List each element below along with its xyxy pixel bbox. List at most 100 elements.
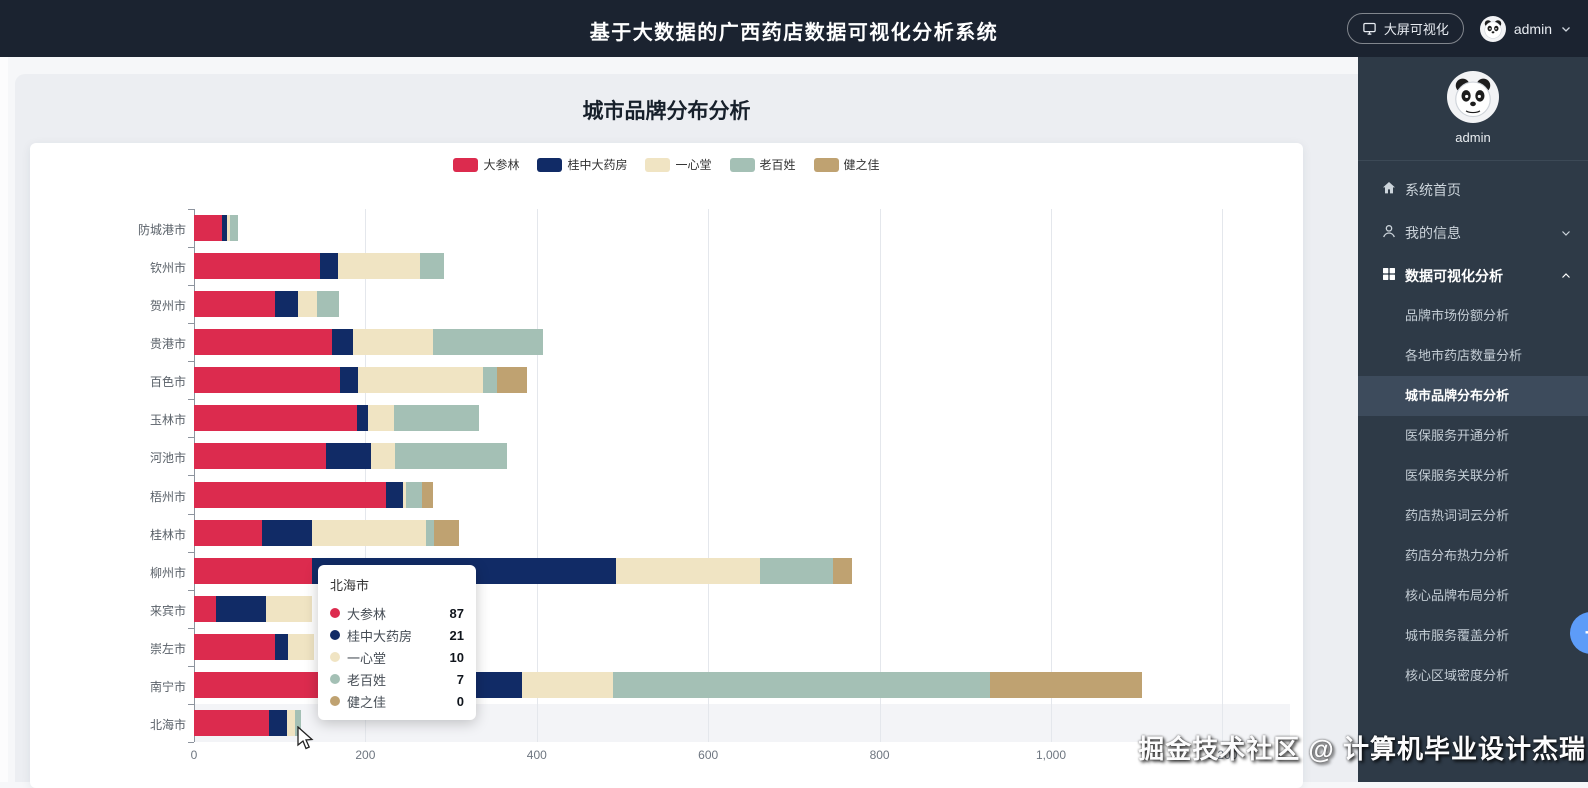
bar-segment[interactable]	[194, 329, 332, 356]
bar-segment[interactable]	[353, 329, 434, 356]
sidebar-subitem-0[interactable]: 品牌市场份额分析	[1405, 308, 1510, 323]
bar-segment[interactable]	[194, 633, 276, 660]
panda-icon	[1484, 19, 1502, 39]
legend-item-4[interactable]: 健之佳	[813, 156, 880, 173]
sidebar-item-2[interactable]: 数据可视化分析	[1358, 253, 1588, 296]
gridline	[1222, 209, 1224, 742]
bar-segment[interactable]	[433, 329, 543, 356]
x-axis-tick-label: 1,200	[1207, 747, 1238, 762]
bar-segment[interactable]	[357, 367, 483, 394]
legend-item-2[interactable]: 一心堂	[645, 156, 712, 173]
legend-item-3[interactable]: 老百姓	[729, 156, 796, 173]
bar-segment[interactable]	[297, 291, 318, 318]
sidebar-item-1[interactable]: 我的信息	[1358, 210, 1588, 253]
bar-segment[interactable]	[403, 481, 406, 508]
bar-segment[interactable]	[339, 367, 358, 394]
bar-segment[interactable]	[194, 709, 269, 736]
sidebar-subitem-6[interactable]: 药店分布热力分析	[1405, 548, 1510, 563]
legend-item-0[interactable]: 大参林	[453, 156, 519, 173]
sidebar-subitem-8[interactable]: 城市服务覆盖分析	[1405, 628, 1510, 643]
bar-segment[interactable]	[194, 481, 386, 508]
y-axis-tick	[188, 513, 194, 515]
floating-action-button[interactable]: +	[1570, 612, 1588, 654]
y-axis-tick	[188, 247, 194, 249]
bar-segment[interactable]	[421, 481, 434, 508]
sidebar-menu: 系统首页 我的信息 数据可视化分析品牌市场份额分析 各地市药店数量分析城市品牌分布分析…	[1358, 167, 1588, 696]
sidebar-subitem-3[interactable]: 医保服务开通分析	[1405, 428, 1510, 443]
big-screen-button[interactable]: 大屏可视化	[1346, 13, 1464, 44]
y-axis-tick	[188, 437, 194, 439]
bar-segment[interactable]	[227, 215, 230, 242]
bar-segment[interactable]	[833, 557, 853, 584]
bar-segment[interactable]	[482, 367, 497, 394]
category-label: 南宁市	[149, 679, 186, 694]
bar-segment[interactable]	[288, 633, 314, 660]
tooltip-row-0: 大参林 87	[330, 602, 464, 624]
sidebar-subitem-7[interactable]: 核心品牌布局分析	[1405, 588, 1510, 603]
legend-item-1[interactable]: 桂中大药房	[537, 156, 627, 173]
stacked-bar-chart[interactable]: 0 200 400 600 800 1,000 1,200 防城港市 钦州市 贺州市 贵港市 百色市玉…	[30, 143, 1303, 788]
sidebar-subitem-2[interactable]: 城市品牌分布分析	[1358, 376, 1588, 416]
sidebar-subitem-1[interactable]: 各地市药店数量分析	[1405, 348, 1523, 363]
bar-segment[interactable]	[426, 519, 434, 546]
bar-segment[interactable]	[990, 671, 1142, 698]
bar-segment[interactable]	[385, 481, 404, 508]
bar-segment[interactable]	[275, 291, 298, 318]
tooltip-row-1: 桂中大药房 21	[330, 624, 464, 646]
bar-segment[interactable]	[325, 443, 372, 470]
bar-segment[interactable]	[194, 519, 262, 546]
x-axis-tick-label: 200	[355, 747, 376, 762]
bar-segment[interactable]	[194, 253, 320, 280]
legend-swatch	[537, 157, 563, 172]
bar-segment[interactable]	[194, 405, 357, 432]
series-dot-icon	[330, 696, 340, 706]
bar-segment[interactable]	[319, 253, 338, 280]
bar-segment[interactable]	[194, 367, 340, 394]
top-header: 基于大数据的广西药店数据可视化分析系统 大屏可视化 admin	[0, 0, 1588, 57]
sidebar-item-0[interactable]: 系统首页	[1358, 167, 1588, 210]
tooltip-series-name: 一心堂	[347, 650, 387, 666]
bar-segment[interactable]	[222, 215, 228, 242]
bar-segment[interactable]	[337, 253, 421, 280]
bar-segment[interactable]	[331, 329, 354, 356]
sidebar-subitem-4[interactable]: 医保服务关联分析	[1405, 468, 1510, 483]
chevron-down-icon	[1562, 26, 1570, 32]
bar-segment[interactable]	[268, 709, 287, 736]
bar-segment[interactable]	[312, 519, 427, 546]
bar-segment[interactable]	[613, 671, 991, 698]
chart-legend: 大参林 桂中大药房 一心堂 老百姓 健之佳	[30, 156, 1303, 173]
bar-segment[interactable]	[286, 709, 296, 736]
bar-segment[interactable]	[371, 443, 396, 470]
bar-segment[interactable]	[194, 215, 223, 242]
bar-segment[interactable]	[261, 519, 313, 546]
sidebar-subitem-5[interactable]: 药店热词词云分析	[1405, 508, 1510, 523]
bar-segment[interactable]	[433, 519, 459, 546]
bar-segment[interactable]	[194, 557, 313, 584]
bar-segment[interactable]	[216, 595, 266, 622]
bar-segment[interactable]	[275, 633, 289, 660]
bar-segment[interactable]	[356, 405, 368, 432]
avatar	[1479, 15, 1506, 42]
series-dot-icon	[330, 674, 340, 684]
chevron-down-icon	[1560, 226, 1572, 238]
bar-segment[interactable]	[194, 291, 276, 318]
bar-segment[interactable]	[759, 557, 834, 584]
bar-segment[interactable]	[295, 709, 302, 736]
bar-segment[interactable]	[522, 671, 614, 698]
user-menu[interactable]: admin	[1479, 15, 1572, 42]
bar-segment[interactable]	[405, 481, 422, 508]
bar-segment[interactable]	[317, 291, 339, 318]
bar-segment[interactable]	[367, 405, 394, 432]
bar-segment[interactable]	[393, 405, 480, 432]
bar-segment[interactable]	[229, 215, 238, 242]
category-label: 玉林市	[149, 413, 186, 428]
sidebar-subitem-9[interactable]: 核心区域密度分析	[1405, 668, 1510, 683]
bar-segment[interactable]	[395, 443, 507, 470]
bar-segment[interactable]	[194, 443, 326, 470]
bar-segment[interactable]	[615, 557, 760, 584]
bar-segment[interactable]	[420, 253, 445, 280]
bar-segment[interactable]	[496, 367, 527, 394]
bar-segment[interactable]	[194, 595, 217, 622]
tooltip-series-name: 桂中大药房	[347, 628, 413, 644]
bar-segment[interactable]	[265, 595, 313, 622]
